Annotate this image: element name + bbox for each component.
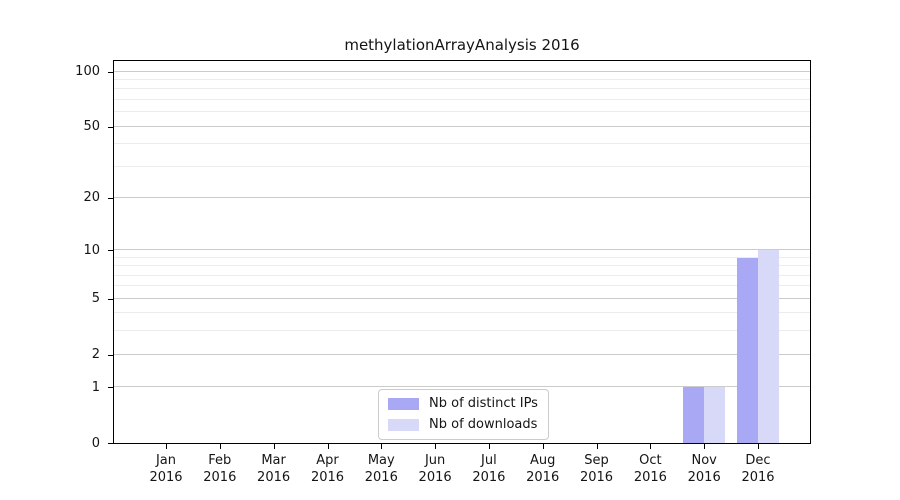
- x-tick-label-jul: Jul 2016: [457, 452, 521, 486]
- bar-distinct-ips-nov: [683, 387, 705, 443]
- x-tick-mark-apr: [327, 444, 329, 449]
- gridline-major-1: [114, 386, 810, 388]
- x-tick-month: Jan: [155, 453, 177, 468]
- gridline-minor-8: [114, 265, 810, 267]
- gridline-major-100: [114, 70, 810, 72]
- legend-swatch-icon: [388, 398, 419, 410]
- x-tick-year: 2016: [526, 470, 560, 485]
- x-tick-year: 2016: [741, 470, 775, 485]
- y-tick-mark-100: [108, 71, 113, 73]
- x-tick-mark-dec: [758, 444, 759, 449]
- legend: Nb of distinct IPs Nb of downloads: [378, 389, 549, 440]
- x-tick-mark-oct: [650, 444, 652, 449]
- gridline-minor-6: [114, 285, 810, 287]
- gridline-minor-60: [114, 111, 810, 112]
- gridline-minor-7: [114, 274, 810, 276]
- gridline-minor-4: [114, 312, 810, 314]
- x-tick-month: Dec: [745, 453, 771, 468]
- x-tick-label-jan: Jan 2016: [134, 452, 198, 486]
- x-tick-mark-sep: [596, 444, 598, 449]
- x-tick-month: Aug: [529, 453, 556, 468]
- gridline-minor-3: [114, 330, 810, 332]
- x-tick-label-aug: Aug 2016: [511, 452, 575, 486]
- y-tick-mark-1: [108, 387, 113, 389]
- y-tick-label-10: 10: [83, 242, 100, 258]
- y-tick-label-20: 20: [83, 190, 100, 206]
- bar-downloads-dec: [758, 250, 779, 443]
- x-tick-year: 2016: [579, 470, 614, 485]
- x-tick-mark-may: [381, 444, 383, 449]
- x-tick-year: 2016: [310, 470, 345, 485]
- gridline-major-50: [114, 125, 810, 127]
- x-tick-label-jun: Jun 2016: [403, 452, 467, 486]
- x-tick-month: Sep: [584, 453, 609, 468]
- y-tick-label-50: 50: [83, 119, 100, 134]
- gridline-major-5: [114, 297, 810, 299]
- x-tick-month: Jul: [481, 453, 497, 468]
- x-tick-month: Jun: [424, 453, 446, 468]
- legend-entry-distinct-ips: Nb of distinct IPs: [388, 396, 538, 412]
- x-tick-label-nov: Nov 2016: [672, 452, 736, 486]
- y-tick-mark-5: [108, 298, 113, 300]
- x-tick-year: 2016: [472, 470, 506, 485]
- y-tick-mark-10: [108, 250, 113, 251]
- gridline-major-10: [114, 249, 810, 250]
- x-tick-year: 2016: [203, 470, 237, 485]
- y-tick-label-0: 0: [91, 435, 100, 451]
- y-tick-label-100: 100: [75, 64, 100, 79]
- plot-area: [113, 60, 811, 444]
- x-tick-mark-feb: [219, 444, 221, 449]
- x-tick-label-oct: Oct 2016: [618, 452, 682, 486]
- gridline-major-2: [114, 353, 810, 355]
- x-tick-month: Feb: [208, 453, 232, 468]
- y-tick-mark-2: [108, 354, 113, 356]
- legend-swatch-icon: [388, 419, 419, 431]
- y-tick-label-5: 5: [91, 291, 100, 307]
- y-tick-mark-20: [108, 197, 113, 199]
- x-tick-year: 2016: [149, 470, 183, 485]
- x-tick-mark-jul: [488, 444, 490, 449]
- gridline-minor-90: [114, 78, 810, 80]
- x-tick-label-may: May 2016: [349, 452, 413, 486]
- y-tick-mark-0: [108, 443, 113, 444]
- chart-title: methylationArrayAnalysis 2016: [344, 36, 580, 54]
- x-tick-mark-nov: [704, 444, 706, 449]
- y-tick-mark-50: [108, 126, 113, 128]
- x-tick-month: Mar: [261, 453, 286, 468]
- x-tick-mark-jan: [166, 444, 167, 449]
- x-tick-month: Nov: [691, 453, 717, 468]
- gridline-minor-80: [114, 88, 810, 90]
- x-tick-year: 2016: [633, 470, 667, 485]
- x-tick-month: Oct: [639, 453, 662, 468]
- x-tick-year: 2016: [687, 470, 721, 485]
- gridline-minor-30: [114, 165, 810, 167]
- x-tick-label-feb: Feb 2016: [188, 452, 252, 486]
- bar-distinct-ips-dec: [737, 257, 758, 443]
- x-tick-year: 2016: [364, 470, 398, 485]
- gridline-minor-70: [114, 98, 810, 100]
- x-tick-mark-aug: [542, 444, 544, 449]
- x-tick-year: 2016: [418, 470, 452, 485]
- x-tick-label-mar: Mar 2016: [242, 452, 306, 486]
- x-tick-label-sep: Sep 2016: [565, 452, 629, 486]
- gridline-major-20: [114, 196, 810, 198]
- x-tick-month: Apr: [316, 453, 339, 468]
- legend-label: Nb of downloads: [429, 417, 538, 432]
- x-tick-month: May: [367, 453, 395, 468]
- x-tick-mark-mar: [273, 444, 275, 449]
- legend-entry-downloads: Nb of downloads: [388, 417, 538, 433]
- y-tick-label-2: 2: [91, 347, 100, 363]
- x-tick-label-dec: Dec 2016: [726, 452, 790, 486]
- x-tick-label-apr: Apr 2016: [296, 452, 360, 486]
- gridline-minor-40: [114, 143, 810, 144]
- y-tick-label-1: 1: [91, 379, 100, 395]
- legend-label: Nb of distinct IPs: [429, 396, 538, 411]
- bar-downloads-nov: [704, 387, 726, 443]
- x-tick-year: 2016: [257, 470, 291, 485]
- x-tick-mark-jun: [435, 444, 437, 449]
- gridline-minor-9: [114, 256, 810, 258]
